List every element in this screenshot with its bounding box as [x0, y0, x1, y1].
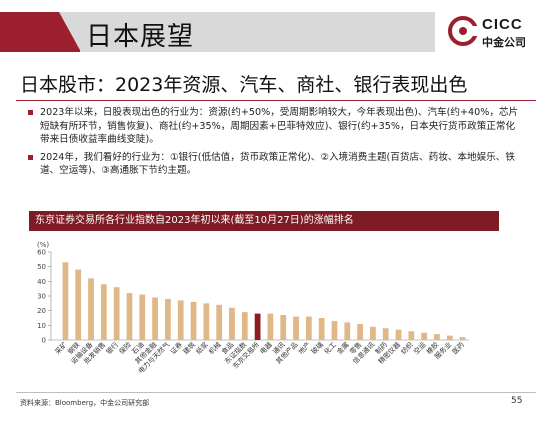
bar-29	[434, 334, 440, 340]
bar-22	[344, 322, 351, 340]
y-tick-label: 10	[37, 322, 46, 330]
bar-24	[370, 326, 376, 340]
y-tick-label: 0	[42, 337, 46, 345]
logo-subtext: 中金公司	[482, 36, 526, 49]
x-tick-label: 医药	[450, 340, 466, 356]
title-band-grey	[80, 12, 435, 52]
bar-4	[113, 287, 120, 340]
bar-28	[421, 332, 428, 340]
logo-text: CICC	[482, 16, 523, 33]
x-tick-label: 银行	[104, 340, 120, 356]
bar-0	[62, 262, 69, 340]
bar-1	[75, 269, 82, 340]
bar-25	[382, 328, 389, 340]
title-band-accent	[0, 12, 81, 52]
x-tick-label: 地产	[296, 340, 312, 356]
chart-title: 东京证券交易所各行业指数自2023年初以来(截至10月27日)的涨幅排名	[29, 211, 499, 231]
bullet-item: 2024年，我们看好的行业为：①银行(低估值，货币政策正常化)、②入境消费主题(…	[28, 151, 524, 178]
bar-9	[177, 300, 184, 340]
bar-13	[229, 307, 235, 340]
x-tick-label: 保险	[117, 340, 133, 356]
bar-2	[88, 278, 94, 340]
bar-14	[241, 312, 248, 340]
bar-15	[254, 313, 261, 340]
bar-16	[267, 313, 274, 340]
bar-26	[395, 329, 402, 340]
bar-30	[446, 335, 453, 340]
x-tick-label: 空运	[412, 340, 428, 356]
x-tick-label: 证券	[168, 340, 184, 356]
footer-rule	[16, 392, 536, 393]
bar-6	[139, 294, 146, 340]
y-tick-label: 30	[37, 293, 46, 301]
cicc-logo-icon	[448, 16, 478, 46]
y-axis-label: (%)	[37, 241, 49, 249]
bar-17	[280, 315, 287, 340]
bar-7	[152, 297, 158, 340]
page-title: 日本展望	[86, 22, 195, 52]
bar-5	[126, 293, 133, 340]
bar-11	[203, 303, 210, 340]
x-tick-label: 机械	[207, 340, 223, 356]
cicc-logo: CICC 中金公司	[448, 14, 543, 50]
bar-27	[408, 331, 415, 340]
x-tick-label: 纺织	[399, 340, 415, 356]
page-number: 55	[511, 396, 523, 406]
x-tick-label: 纸浆	[194, 340, 210, 356]
bar-chart: (%) 0 10 20 30 40 50 60 采矿钢铁运输设备批发销售银行保险石油其他金融…	[37, 241, 469, 375]
x-tick-label: 化工	[322, 340, 338, 356]
y-tick-label: 60	[37, 249, 46, 257]
x-tick-label: 金属	[335, 340, 351, 356]
x-tick-label: 采矿	[53, 340, 69, 356]
bar-19	[305, 316, 312, 340]
x-tick-label: 电器	[258, 340, 274, 356]
bullet-item: 2023年以来，日股表现出色的行业为：资源(约+50%，受周期影响较大，今年表现…	[28, 106, 524, 147]
bar-31	[459, 337, 466, 340]
source-note: 资料来源：Bloomberg，中金公司研究部	[20, 399, 150, 407]
slide-headline: 日本股市：2023年资源、汽车、商社、银行表现出色	[20, 74, 468, 96]
bar-8	[165, 298, 171, 340]
y-tick-label: 40	[37, 278, 46, 286]
headline-rule	[16, 100, 536, 101]
x-tick-label: 玻璃	[309, 340, 325, 356]
y-tick-label: 50	[37, 263, 46, 271]
bar-23	[357, 323, 363, 340]
x-tick-label: 建筑	[181, 340, 197, 356]
bar-3	[100, 284, 107, 340]
bar-20	[318, 318, 325, 340]
bar-18	[293, 316, 299, 340]
chart-bars	[62, 262, 466, 340]
bar-12	[216, 304, 223, 340]
x-tick-labels: 采矿钢铁运输设备批发销售银行保险石油其他金融电力与天然气证券建筑纸浆机械食品东证…	[53, 340, 466, 375]
y-tick-label: 20	[37, 307, 46, 315]
bar-10	[190, 301, 197, 340]
bullet-list: 2023年以来，日股表现出色的行业为：资源(约+50%，受周期影响较大，今年表现…	[28, 106, 524, 182]
bar-21	[331, 320, 338, 340]
